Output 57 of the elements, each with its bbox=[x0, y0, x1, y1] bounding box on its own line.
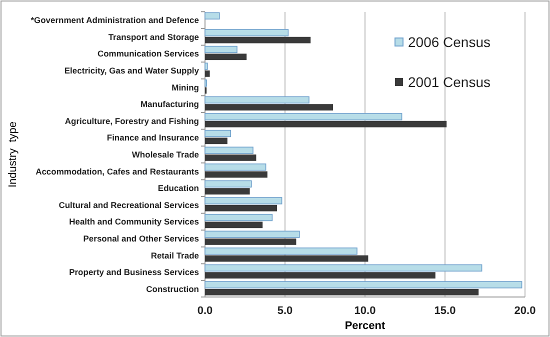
bar bbox=[205, 70, 210, 77]
bar bbox=[205, 238, 296, 245]
y-tick-label: Electricity, Gas and Water Supply bbox=[64, 65, 200, 76]
y-tick-label: Education bbox=[158, 183, 199, 194]
bar bbox=[204, 214, 273, 222]
bar bbox=[204, 113, 402, 120]
y-tick-label: Cultural and Recreational Services bbox=[58, 200, 200, 210]
bar bbox=[204, 12, 220, 20]
y-tick-label: Transport and Storage bbox=[108, 32, 200, 42]
x-tick-label: 0.0 bbox=[197, 305, 213, 317]
bar bbox=[205, 188, 250, 194]
y-tick-label: Mining bbox=[172, 82, 199, 92]
y-tick-label: Health and Community Services bbox=[69, 216, 200, 227]
bar bbox=[204, 29, 289, 36]
y-tick-label: Communication Services bbox=[97, 48, 200, 59]
x-tick-label: 5.0 bbox=[277, 305, 293, 317]
bar bbox=[205, 204, 277, 212]
bar bbox=[205, 154, 256, 161]
bar bbox=[205, 36, 311, 44]
x-tick-label: 10.0 bbox=[354, 305, 376, 317]
y-axis-title: Industry type bbox=[7, 121, 19, 188]
bar bbox=[205, 272, 436, 279]
bar bbox=[205, 138, 228, 144]
bar bbox=[205, 288, 479, 296]
y-tick-label: Property and Business Services bbox=[69, 267, 200, 278]
y-tick-label: Retail Trade bbox=[150, 250, 200, 260]
y-tick-label: Finance and Insurance bbox=[106, 132, 200, 143]
y-tick-label: Wholesale Trade bbox=[132, 150, 200, 160]
y-tick-label: Personal and Other Services bbox=[83, 234, 200, 244]
bar bbox=[204, 164, 266, 171]
bar bbox=[204, 180, 252, 188]
bar bbox=[204, 96, 310, 104]
x-axis-title: Percent bbox=[344, 320, 386, 332]
bar bbox=[205, 104, 333, 110]
y-tick-label: Agriculture, Forestry and Fishing bbox=[64, 116, 199, 126]
bar bbox=[205, 120, 447, 128]
bar bbox=[205, 54, 247, 60]
bar bbox=[205, 255, 368, 262]
y-tick-label: Construction bbox=[146, 284, 199, 294]
bar bbox=[204, 248, 358, 255]
x-tick-label: 15.0 bbox=[434, 305, 456, 317]
bar bbox=[205, 222, 263, 228]
y-tick-label: *Government Administration and Defence bbox=[30, 15, 200, 26]
bar bbox=[204, 230, 300, 238]
y-tick-label: Manufacturing bbox=[140, 99, 199, 110]
bar bbox=[204, 264, 482, 272]
bar bbox=[204, 146, 254, 154]
bar bbox=[204, 281, 522, 288]
bar bbox=[204, 197, 282, 204]
bar bbox=[205, 171, 268, 178]
x-tick-label: 20.0 bbox=[514, 305, 536, 317]
y-tick-label: Accommodation, Cafes and Restaurants bbox=[36, 166, 200, 176]
bar bbox=[204, 46, 238, 54]
legend-label: 2001 Census bbox=[408, 74, 491, 90]
bar bbox=[204, 130, 231, 138]
bar bbox=[204, 62, 208, 70]
legend-label: 2006 Census bbox=[408, 34, 491, 50]
